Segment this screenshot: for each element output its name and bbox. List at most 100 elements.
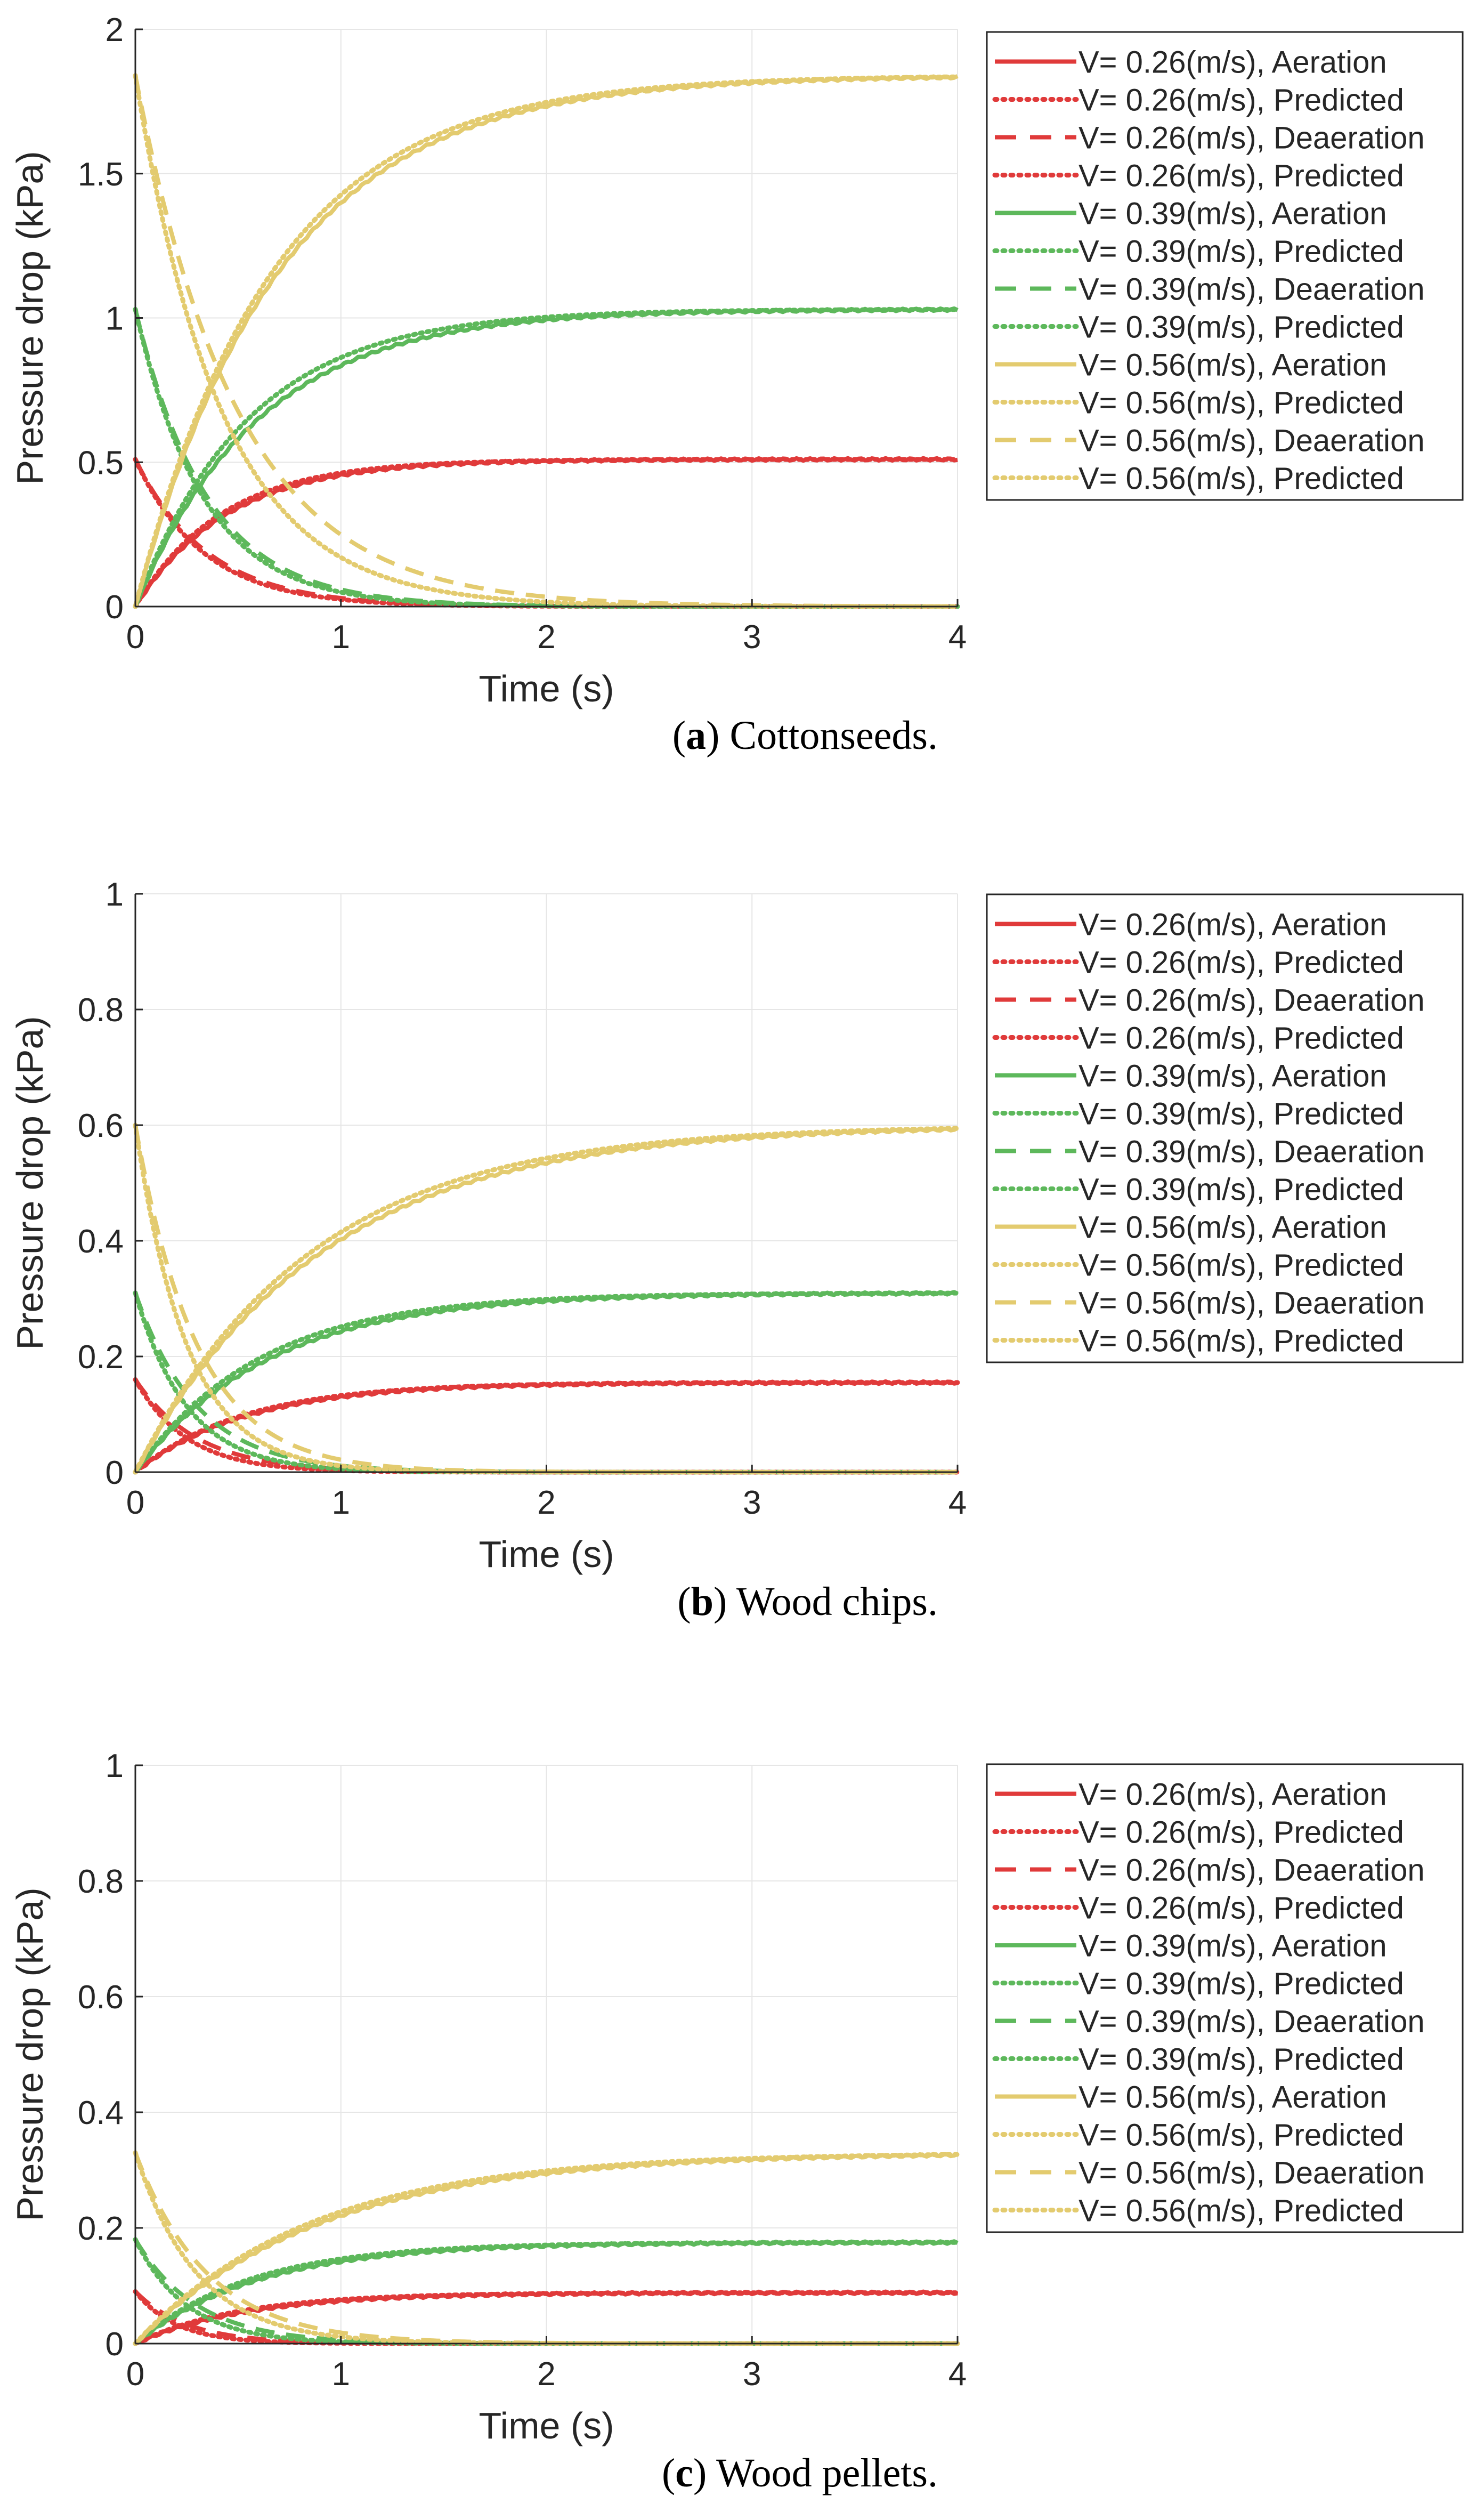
y-tick-label: 0.2	[78, 1339, 124, 1376]
legend-label: V= 0.39(m/s), Deaeration	[1078, 1135, 1425, 1169]
x-tick-label: 4	[948, 2356, 967, 2393]
y-tick-label: 0	[106, 589, 124, 626]
series-line-green-aeration-dotted	[133, 307, 960, 609]
caption-letter: c	[675, 2451, 693, 2495]
legend-label: V= 0.26(m/s), Predicted	[1078, 1891, 1404, 1926]
legend-label: V= 0.39(m/s), Predicted	[1078, 310, 1404, 345]
caption-text: ) Wood pellets.	[693, 2451, 938, 2495]
legend-label: V= 0.26(m/s), Aeration	[1078, 1778, 1387, 1812]
legend-label: V= 0.26(m/s), Deaeration	[1078, 1853, 1425, 1888]
y-axis-label: Pressure drop (kPa)	[9, 1016, 51, 1350]
legend-label: V= 0.39(m/s), Predicted	[1078, 235, 1404, 269]
legend-label: V= 0.56(m/s), Aeration	[1078, 348, 1387, 383]
panel-c: 0 1 2 3 4 0 0.2 0.4 0.6 0.8 1 Time (s) Pressure drop…	[9, 1748, 1464, 2495]
y-tick-label: 0.5	[78, 445, 124, 481]
x-tick-label: 0	[126, 2356, 144, 2393]
caption-text: ) Cottonseeds.	[706, 713, 938, 758]
legend-label: V= 0.56(m/s), Predicted	[1078, 2118, 1404, 2153]
legend-label: V= 0.26(m/s), Aeration	[1078, 908, 1387, 942]
legend-label: V= 0.56(m/s), Deaeration	[1078, 424, 1425, 458]
legend-label: V= 0.26(m/s), Deaeration	[1078, 121, 1425, 156]
x-tick-label: 4	[948, 1484, 967, 1521]
x-tick-label: 0	[126, 1484, 144, 1521]
y-tick-label: 0.4	[78, 2095, 124, 2131]
y-tick-label: 1	[106, 301, 124, 337]
caption-open-paren: (	[672, 713, 686, 758]
series-line-yellow-aeration-dotted	[133, 1126, 960, 1475]
legend-box	[986, 1763, 1464, 2233]
series-line-green-aeration-dotted	[133, 2240, 960, 2346]
x-tick-label: 2	[537, 619, 555, 656]
series-line-yellow-aeration-dotted	[133, 2152, 960, 2346]
legend-label: V= 0.26(m/s), Predicted	[1078, 1021, 1404, 1056]
y-tick-label: 1.5	[78, 156, 124, 193]
x-tick-label: 1	[332, 619, 350, 656]
legend-label: V= 0.39(m/s), Predicted	[1078, 1967, 1404, 2001]
series-line-red-aeration-dotted	[133, 457, 960, 609]
caption-letter: b	[691, 1579, 713, 1624]
legend-label: V= 0.56(m/s), Deaeration	[1078, 1286, 1425, 1321]
x-tick-label: 3	[743, 2356, 761, 2393]
legend-label: V= 0.39(m/s), Aeration	[1078, 197, 1387, 231]
y-tick-label: 0	[106, 2326, 124, 2363]
y-axis-label: Pressure drop (kPa)	[9, 151, 51, 484]
legend-label: V= 0.39(m/s), Deaeration	[1078, 2005, 1425, 2039]
legend-label: V= 0.56(m/s), Predicted	[1078, 1324, 1404, 1359]
series-line-red-aeration-dotted	[133, 2290, 960, 2346]
y-axis-label: Pressure drop (kPa)	[9, 1887, 51, 2221]
legend-label: V= 0.39(m/s), Predicted	[1078, 1173, 1404, 1207]
caption-letter: a	[686, 713, 706, 758]
legend-label: V= 0.39(m/s), Aeration	[1078, 1929, 1387, 1964]
series-line-red-aeration-dotted	[133, 1380, 960, 1475]
caption-open-paren: (	[662, 2451, 675, 2495]
y-tick-label: 0.2	[78, 2210, 124, 2247]
legend-label: V= 0.26(m/s), Predicted	[1078, 159, 1404, 193]
legend-label: V= 0.56(m/s), Aeration	[1078, 1210, 1387, 1245]
y-tick-label: 1	[106, 1748, 124, 1784]
caption-text: ) Wood chips.	[713, 1579, 938, 1624]
legend-label: V= 0.26(m/s), Aeration	[1078, 45, 1387, 80]
x-axis-label: Time (s)	[478, 2405, 614, 2446]
x-axis-label: Time (s)	[478, 1533, 614, 1575]
y-tick-label: 0.6	[78, 1108, 124, 1144]
x-tick-label: 4	[948, 619, 967, 656]
legend-box	[986, 893, 1464, 1363]
x-tick-label: 0	[126, 619, 144, 656]
x-tick-label: 2	[537, 2356, 555, 2393]
figure-caption: (b) Wood chips.	[677, 1579, 938, 1624]
figure-caption: (a) Cottonseeds.	[672, 713, 938, 758]
legend-box	[986, 31, 1464, 501]
y-tick-label: 2	[106, 12, 124, 49]
legend-label: V= 0.39(m/s), Predicted	[1078, 1097, 1404, 1132]
legend-label: V= 0.56(m/s), Predicted	[1078, 462, 1404, 496]
panel-b: 0 1 2 3 4 0 0.2 0.4 0.6 0.8 1 Time (s) Pressure drop…	[9, 876, 1464, 1624]
legend-label: V= 0.56(m/s), Predicted	[1078, 2194, 1404, 2228]
x-tick-label: 1	[332, 2356, 350, 2393]
x-tick-label: 1	[332, 1484, 350, 1521]
legend-label: V= 0.56(m/s), Predicted	[1078, 1248, 1404, 1283]
legend-label: V= 0.56(m/s), Deaeration	[1078, 2156, 1425, 2191]
y-tick-label: 0.4	[78, 1223, 124, 1260]
legend-label: V= 0.39(m/s), Deaeration	[1078, 272, 1425, 307]
series-line-yellow-aeration-dotted	[133, 74, 960, 609]
legend-label: V= 0.26(m/s), Predicted	[1078, 946, 1404, 980]
legend-label: V= 0.56(m/s), Predicted	[1078, 386, 1404, 421]
x-axis-label: Time (s)	[478, 668, 614, 709]
x-tick-label: 3	[743, 1484, 761, 1521]
y-tick-label: 0.8	[78, 992, 124, 1029]
y-tick-label: 1	[106, 876, 124, 913]
legend-label: V= 0.26(m/s), Predicted	[1078, 1815, 1404, 1850]
legend-label: V= 0.56(m/s), Aeration	[1078, 2080, 1387, 2115]
caption-open-paren: (	[677, 1579, 691, 1624]
x-tick-label: 3	[743, 619, 761, 656]
x-tick-label: 2	[537, 1484, 555, 1521]
legend-label: V= 0.26(m/s), Deaeration	[1078, 983, 1425, 1018]
y-tick-label: 0	[106, 1455, 124, 1491]
y-tick-label: 0.6	[78, 1979, 124, 2016]
series-line-green-aeration-dotted	[133, 1290, 960, 1475]
figure-caption: (c) Wood pellets.	[662, 2451, 938, 2495]
legend-label: V= 0.39(m/s), Aeration	[1078, 1059, 1387, 1094]
y-tick-label: 0.8	[78, 1863, 124, 1900]
